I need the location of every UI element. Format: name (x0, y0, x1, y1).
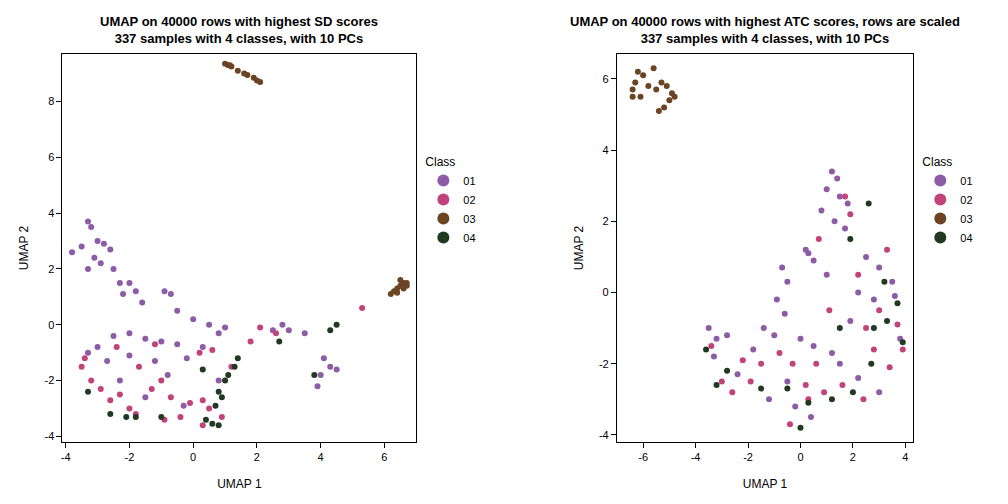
svg-text:UMAP 2: UMAP 2 (572, 225, 586, 270)
svg-text:-4: -4 (61, 451, 71, 463)
svg-text:2: 2 (850, 451, 856, 463)
svg-text:2: 2 (254, 451, 260, 463)
svg-text:04: 04 (463, 232, 475, 244)
svg-text:04: 04 (960, 232, 972, 244)
svg-text:-2: -2 (45, 374, 55, 386)
svg-text:-6: -6 (638, 451, 648, 463)
svg-text:UMAP on 40000 rows with highes: UMAP on 40000 rows with highest ATC scor… (570, 14, 960, 46)
svg-text:02: 02 (463, 194, 475, 206)
svg-text:0: 0 (48, 319, 54, 331)
svg-text:2: 2 (48, 263, 54, 275)
svg-text:UMAP 1: UMAP 1 (743, 477, 788, 491)
svg-text:2: 2 (603, 215, 609, 227)
svg-text:0: 0 (190, 451, 196, 463)
svg-text:4: 4 (902, 451, 908, 463)
svg-text:-4: -4 (45, 430, 55, 442)
svg-text:6: 6 (603, 73, 609, 85)
svg-text:01: 01 (960, 175, 972, 187)
svg-text:UMAP on 40000 rows with highes: UMAP on 40000 rows with highest SD score… (100, 14, 378, 46)
svg-text:Class: Class (425, 155, 455, 169)
svg-text:01: 01 (463, 175, 475, 187)
svg-text:-2: -2 (599, 358, 609, 370)
svg-text:0: 0 (797, 451, 803, 463)
svg-text:8: 8 (48, 95, 54, 107)
svg-text:-2: -2 (125, 451, 135, 463)
svg-text:-4: -4 (599, 429, 609, 441)
svg-text:6: 6 (48, 151, 54, 163)
svg-text:-2: -2 (743, 451, 753, 463)
svg-text:4: 4 (318, 451, 324, 463)
svg-text:Class: Class (922, 155, 952, 169)
svg-text:-4: -4 (691, 451, 701, 463)
svg-text:02: 02 (960, 194, 972, 206)
svg-text:6: 6 (381, 451, 387, 463)
svg-text:03: 03 (960, 213, 972, 225)
svg-text:03: 03 (463, 213, 475, 225)
svg-text:UMAP 1: UMAP 1 (217, 477, 262, 491)
svg-text:0: 0 (603, 286, 609, 298)
svg-text:UMAP 2: UMAP 2 (17, 225, 31, 270)
svg-text:4: 4 (48, 207, 54, 219)
svg-text:4: 4 (603, 144, 609, 156)
